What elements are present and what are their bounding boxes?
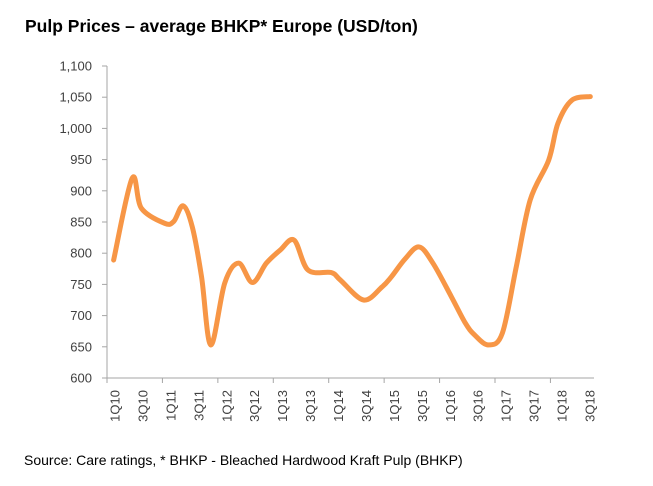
x-tick-label: 1Q14 bbox=[331, 390, 346, 422]
y-tick-label: 900 bbox=[70, 183, 92, 198]
y-tick-label: 950 bbox=[70, 152, 92, 167]
x-tick-label: 1Q10 bbox=[108, 390, 123, 422]
y-tick-label: 800 bbox=[70, 246, 92, 261]
x-tick-label: 3Q16 bbox=[471, 390, 486, 422]
x-tick-label: 1Q18 bbox=[555, 390, 570, 422]
x-tick-label: 1Q16 bbox=[443, 390, 458, 422]
x-tick-label: 3Q11 bbox=[191, 390, 206, 421]
y-tick-label: 650 bbox=[70, 339, 92, 354]
x-tick-label: 3Q15 bbox=[415, 390, 430, 422]
y-tick-label: 850 bbox=[70, 215, 92, 230]
x-tick-label: 3Q12 bbox=[247, 390, 262, 422]
y-tick-label: 700 bbox=[70, 308, 92, 323]
y-tick-label: 600 bbox=[70, 371, 92, 386]
chart-title: Pulp Prices – average BHKP* Europe (USD/… bbox=[25, 16, 418, 36]
x-tick-label: 3Q10 bbox=[135, 390, 150, 422]
x-tick-label: 1Q13 bbox=[275, 390, 290, 422]
x-tick-label: 3Q14 bbox=[359, 390, 374, 422]
x-tick-label: 1Q15 bbox=[387, 390, 402, 422]
price-line bbox=[111, 94, 593, 348]
y-tick-label: 1,050 bbox=[59, 90, 92, 105]
x-tick-label: 1Q11 bbox=[163, 390, 178, 421]
y-tick-label: 750 bbox=[70, 277, 92, 292]
x-tick-label: 1Q17 bbox=[499, 390, 514, 422]
x-tick-label: 3Q18 bbox=[583, 390, 598, 422]
x-tick-label: 3Q13 bbox=[303, 390, 318, 422]
y-tick-label: 1,000 bbox=[59, 121, 92, 136]
x-tick-label: 3Q17 bbox=[527, 390, 542, 422]
source-note: Source: Care ratings, * BHKP - Bleached … bbox=[24, 452, 463, 468]
y-tick-label: 1,100 bbox=[59, 59, 92, 74]
x-tick-label: 1Q12 bbox=[219, 390, 234, 422]
